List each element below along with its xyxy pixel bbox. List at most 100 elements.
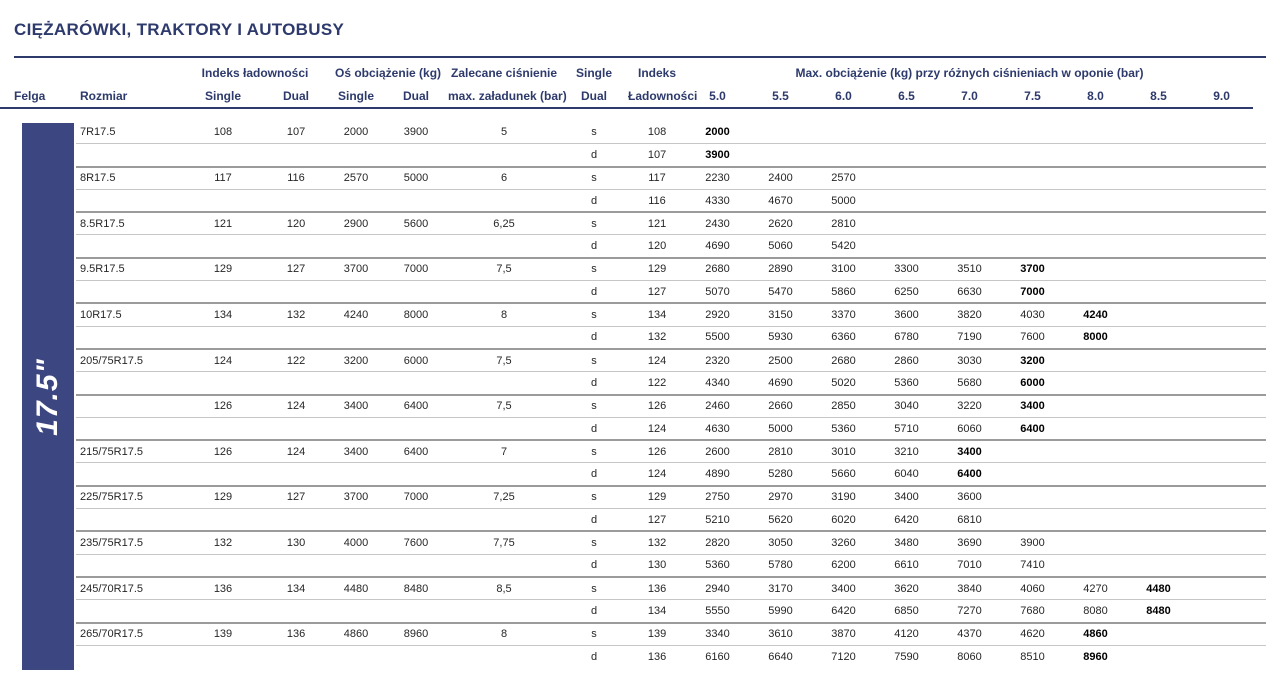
recommended-pressure-cell	[448, 645, 560, 668]
max-load-cell: 3620	[875, 576, 939, 601]
filler-cell	[1253, 121, 1267, 145]
max-load-cell	[1064, 531, 1128, 555]
recommended-pressure-cell: 5	[448, 121, 561, 145]
max-load-cell	[1001, 508, 1065, 533]
max-load-cell: 7000	[1001, 280, 1065, 305]
single-dual-cell: d	[560, 462, 629, 487]
filler-cell	[1253, 326, 1267, 350]
load-index-dual-cell: 120	[264, 212, 329, 236]
load-index-dual-cell	[264, 462, 329, 487]
size-cell	[76, 326, 182, 350]
max-load-cell: 3690	[938, 531, 1002, 555]
recommended-pressure-cell	[448, 371, 561, 396]
table-row: d 130 5360 5780 6200 6610 7010 7410	[0, 554, 1267, 578]
load-index-cell: 139	[628, 622, 687, 646]
filler-cell	[1253, 143, 1267, 168]
max-load-cell	[1190, 234, 1254, 259]
max-load-cell: 5550	[686, 599, 750, 624]
header-pressure-8.0: 8.0	[1064, 84, 1128, 109]
max-load-cell	[1190, 576, 1254, 601]
max-load-cell	[938, 234, 1002, 259]
max-load-cell: 7590	[894, 650, 919, 663]
table-row: d 127 5210 5620 6020 6420 6810	[0, 508, 1267, 533]
recommended-pressure-cell: 7,75	[448, 531, 561, 555]
max-load-cell	[1127, 622, 1191, 646]
size-cell	[76, 234, 182, 259]
max-load-cell	[1127, 212, 1191, 236]
max-load-cell: 3400	[1001, 394, 1065, 418]
max-load-cell	[1127, 462, 1191, 487]
size-cell: 205/75R17.5	[76, 348, 182, 373]
size-cell	[76, 462, 182, 487]
load-index-cell: 108	[628, 121, 687, 145]
load-index-single-cell: 134	[182, 303, 264, 327]
recommended-pressure-cell	[448, 554, 561, 578]
max-load-cell: 3300	[875, 257, 939, 282]
max-load-cell	[1190, 303, 1254, 327]
axle-load-single-cell: 3200	[328, 348, 385, 373]
header-dual: Dual	[560, 84, 629, 109]
load-index-cell: 121	[628, 212, 687, 236]
max-load-cell: 3600	[938, 485, 1002, 510]
max-load-cell: 2750	[686, 485, 750, 510]
recommended-pressure-cell: 6,25	[448, 212, 561, 236]
max-load-cell: 3400	[812, 576, 876, 601]
load-index-dual-cell	[264, 417, 329, 442]
filler-cell	[1253, 371, 1267, 396]
table-row: d 136 6160 6640 7120 7590 8060 8510 8960	[0, 645, 1266, 668]
load-index-single-cell	[182, 462, 264, 487]
filler-cell	[1253, 440, 1267, 464]
header-pressure-5.5: 5.5	[749, 84, 813, 109]
header-pressure-9.0: 9.0	[1190, 84, 1254, 109]
max-load-cell: 6250	[875, 280, 939, 305]
max-load-cell: 3340	[686, 622, 750, 646]
max-load-cell: 2320	[686, 348, 750, 373]
max-load-cell: 3610	[749, 622, 813, 646]
max-load-cell: 3100	[812, 257, 876, 282]
load-pressure-table: Indeks ładowności Oś obciążenie (kg) Zal…	[0, 62, 1267, 668]
max-load-cell	[1127, 166, 1191, 190]
load-index-dual-cell	[264, 371, 329, 396]
max-load-cell	[749, 143, 813, 168]
max-load-cell: 5930	[749, 326, 813, 350]
max-load-cell	[938, 143, 1002, 168]
load-index-dual-cell	[264, 234, 329, 259]
max-load-cell: 5990	[749, 599, 813, 624]
max-load-cell: 3870	[812, 622, 876, 646]
max-load-cell: 2570	[812, 166, 876, 190]
axle-load-dual-cell	[384, 371, 449, 396]
load-index-cell: 124	[628, 462, 687, 487]
max-load-cell	[875, 189, 939, 214]
max-load-cell: 5360	[875, 371, 939, 396]
recommended-pressure-cell: 7,5	[448, 348, 561, 373]
header-pressure-8.5: 8.5	[1127, 84, 1191, 109]
table-row: 205/75R17.5 124 122 3200 6000 7,5 s 124 2320 2500…	[0, 348, 1267, 373]
filler-cell	[1253, 554, 1267, 578]
max-load-cell	[1001, 189, 1065, 214]
table-row: 10R17.5 134 132 4240 8000 8 s 134 2920 3150 3370 36…	[0, 303, 1267, 327]
max-load-cell	[1190, 599, 1254, 624]
filler-cell	[1253, 599, 1267, 624]
max-load-cell: 6160	[705, 650, 730, 663]
max-load-cell: 3030	[938, 348, 1002, 373]
load-index-single-cell: 132	[182, 531, 264, 555]
load-index-single-cell	[182, 371, 264, 396]
max-load-cell	[1190, 143, 1254, 168]
size-cell: 8R17.5	[76, 166, 182, 190]
single-dual-cell: d	[560, 508, 629, 533]
single-dual-cell: d	[560, 189, 629, 214]
max-load-cell: 5620	[749, 508, 813, 533]
axle-load-single-cell	[328, 189, 385, 214]
size-cell: 8.5R17.5	[76, 212, 182, 236]
max-load-cell: 2230	[686, 166, 750, 190]
single-dual-cell: d	[560, 143, 629, 168]
axle-load-single-cell: 3700	[328, 257, 385, 282]
max-load-cell: 3370	[812, 303, 876, 327]
max-load-cell	[1127, 143, 1191, 168]
load-index-dual-cell: 132	[264, 303, 329, 327]
single-dual-cell: d	[560, 234, 629, 259]
max-load-cell	[1190, 326, 1254, 350]
size-cell	[76, 554, 182, 578]
max-load-cell: 3220	[938, 394, 1002, 418]
max-load-cell: 4620	[1001, 622, 1065, 646]
